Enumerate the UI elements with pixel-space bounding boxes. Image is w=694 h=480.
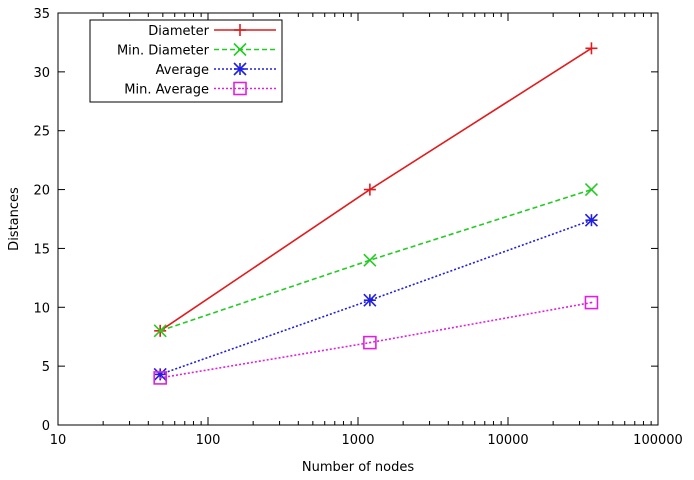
data-point	[363, 253, 377, 267]
legend-marker	[233, 62, 247, 76]
series-line-1	[159, 188, 592, 332]
x-axis-label: Number of nodes	[302, 460, 414, 475]
y-tick-label: 10	[33, 301, 50, 316]
data-point	[363, 183, 376, 196]
legend-marker	[233, 42, 247, 57]
y-tick-label: 20	[33, 184, 50, 199]
x-tick-label: 1000	[341, 433, 374, 448]
y-axis-label: Distances	[7, 187, 22, 251]
y-tick-label: 35	[33, 7, 50, 22]
axes: 0 5 10 15 20 25 30 35 10 100 1000 10000 100000	[33, 7, 682, 448]
data-point	[153, 371, 167, 385]
legend-label: Min. Diameter	[117, 44, 210, 59]
data-point	[153, 324, 167, 338]
legend-label: Diameter	[148, 24, 209, 39]
legend-marker	[234, 24, 246, 36]
y-tick-label: 25	[33, 125, 50, 140]
data-point	[585, 42, 598, 55]
legend-label: Min. Average	[124, 83, 209, 98]
legend-label: Average	[156, 63, 209, 78]
data-point	[584, 183, 599, 197]
y-tick-label: 30	[33, 66, 50, 81]
y-tick-label: 5	[42, 360, 50, 375]
data-point	[363, 293, 377, 307]
x-tick-label: 100	[196, 433, 221, 448]
data-point	[363, 335, 377, 350]
x-tick-label: 100000	[633, 433, 683, 448]
series-line-2	[159, 219, 592, 376]
y-tick-label: 15	[33, 242, 50, 257]
y-tick-label: 0	[42, 419, 50, 434]
data-point	[584, 295, 599, 310]
legend-marker	[233, 81, 247, 96]
x-tick-label: 10	[50, 433, 67, 448]
legend: Diameter Min. Diameter Average Min. Average	[89, 19, 283, 103]
series-lines	[153, 42, 599, 385]
x-tick-label: 10000	[487, 433, 528, 448]
data-point	[584, 213, 599, 227]
